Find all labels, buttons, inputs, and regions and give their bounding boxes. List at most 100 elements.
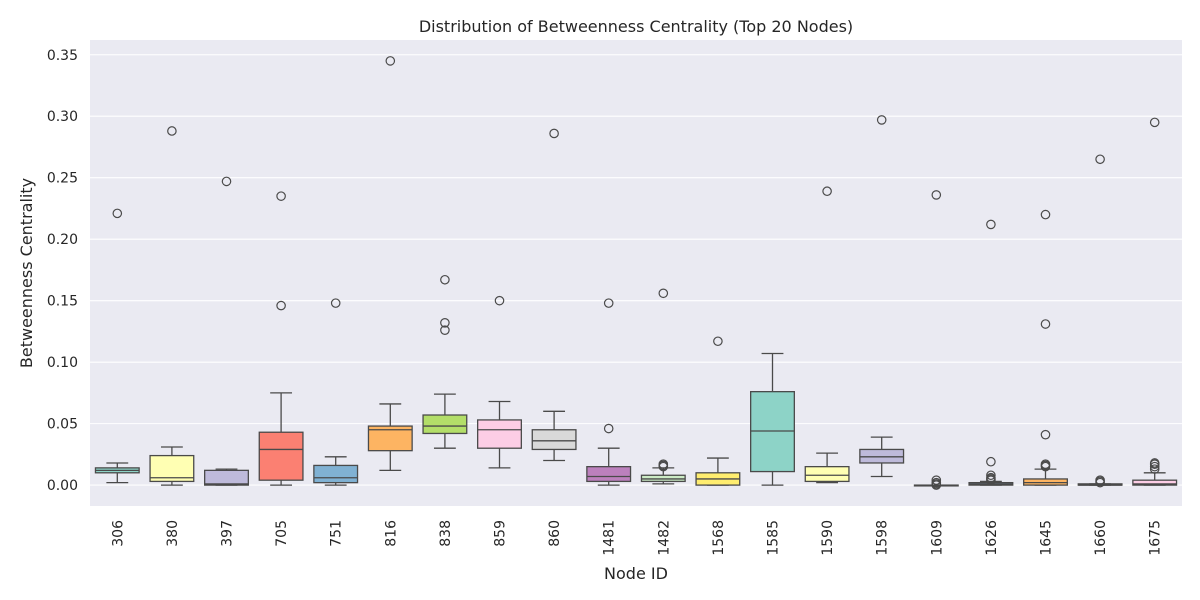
box-group-1482 [640, 288, 686, 485]
x-tick-label: 1482 [656, 520, 672, 556]
y-tick-labels: 0.00 0.05 0.10 0.15 0.20 0.25 0.30 0.35 [47, 48, 78, 494]
outlier-point [276, 191, 286, 201]
outlier-point [876, 115, 887, 125]
outlier-point [713, 336, 723, 347]
iqr-box [531, 429, 577, 451]
box-group-1590 [804, 186, 850, 484]
x-tick-label: 397 [220, 520, 236, 547]
x-tick-label: 380 [165, 520, 181, 547]
outlier-point [1040, 319, 1051, 329]
outlier-point [931, 477, 942, 488]
outlier-point [1149, 117, 1160, 128]
y-tick-label: 0.25 [47, 171, 78, 187]
iqr-box [258, 431, 304, 481]
box-group-1660 [1077, 154, 1123, 488]
outlier-point [658, 459, 669, 469]
y-tick-label: 0.20 [47, 232, 78, 248]
box-group-859 [477, 295, 522, 469]
outlier-point [167, 126, 177, 136]
iqr-box [422, 414, 468, 435]
outlier-point [822, 186, 832, 197]
y-tick-label: 0.00 [47, 478, 78, 494]
outlier-point [494, 295, 505, 306]
x-axis-label: Node ID [604, 564, 668, 583]
x-tick-label: 1660 [1093, 520, 1109, 556]
outlier-point [931, 190, 942, 200]
outlier-point [986, 219, 996, 230]
iqr-box [1132, 479, 1178, 486]
iqr-box [586, 466, 632, 483]
outlier-point [440, 325, 450, 335]
x-tick-label: 1481 [602, 520, 618, 556]
y-tick-label: 0.15 [47, 294, 78, 310]
outlier-point [986, 456, 996, 467]
outlier-point [112, 208, 123, 219]
x-tick-label: 705 [274, 520, 290, 547]
outlier-point [221, 176, 232, 187]
iqr-box [804, 466, 850, 483]
outlier-point [658, 288, 669, 299]
x-tick-label: 816 [383, 520, 399, 547]
x-tick-label: 1585 [766, 520, 782, 556]
box-group-1645 [1023, 209, 1068, 486]
outlier-point [549, 128, 559, 139]
box-group-860 [531, 128, 577, 462]
outlier-point [385, 56, 396, 66]
x-tick-labels: 306 380 397 705 751 816 838 859 860 1481 1482 1568 1… [110, 520, 1163, 556]
x-tick-label: 1609 [929, 520, 945, 556]
y-tick-label: 0.35 [47, 48, 78, 64]
x-tick-label: 751 [329, 520, 345, 547]
box-group-1481 [586, 298, 632, 486]
y-tick-label: 0.05 [47, 417, 78, 433]
y-axis-label: Betweenness Centrality [17, 178, 36, 368]
x-tick-label: 838 [438, 520, 454, 547]
outlier-point [1040, 209, 1051, 220]
x-tick-label: 1645 [1039, 520, 1055, 556]
iqr-box [204, 469, 249, 486]
outlier-point [440, 274, 450, 285]
box-group-1568 [695, 336, 741, 486]
x-tick-label: 1626 [984, 520, 1000, 556]
y-tick-label: 0.30 [47, 109, 78, 125]
x-tick-label: 859 [493, 520, 509, 547]
outlier-point [986, 472, 996, 483]
x-tick-label: 306 [110, 520, 126, 547]
outlier-point [1149, 458, 1160, 468]
outlier-point [1149, 464, 1160, 474]
outlier-point [931, 475, 942, 485]
outlier-point [1095, 154, 1105, 165]
x-tick-label: 1568 [711, 520, 727, 556]
outlier-point [603, 423, 614, 434]
iqr-box [477, 419, 522, 449]
box-group-751 [313, 298, 359, 486]
box-group-1585 [750, 352, 795, 486]
y-gridlines [90, 54, 1182, 486]
box-group-1675 [1132, 117, 1178, 486]
outlier-point [1040, 429, 1051, 440]
box-group-816 [367, 56, 413, 471]
outlier-point [986, 470, 996, 481]
box-group-705 [258, 191, 304, 486]
box-group-1609 [913, 190, 959, 490]
outlier-point [1095, 475, 1105, 485]
box-group-306 [94, 208, 140, 484]
box-group-838 [422, 274, 468, 449]
outlier-point [603, 298, 614, 308]
plot-area-background [90, 40, 1182, 506]
outlier-point [1149, 461, 1160, 472]
outlier-point [1040, 459, 1051, 469]
box-group-397 [204, 176, 249, 486]
outlier-point [330, 298, 341, 308]
x-tick-label: 1598 [875, 520, 891, 556]
y-tick-label: 0.10 [47, 355, 78, 371]
outlier-point [440, 317, 450, 328]
box-group-380 [149, 126, 195, 486]
x-tick-label: 1590 [820, 520, 836, 556]
chart-title: Distribution of Betweenness Centrality (… [419, 17, 853, 36]
box-group-1626 [968, 219, 1014, 486]
outlier-point [276, 300, 286, 311]
iqr-box [313, 464, 359, 484]
x-tick-label: 860 [547, 520, 563, 547]
boxes [94, 56, 1178, 490]
